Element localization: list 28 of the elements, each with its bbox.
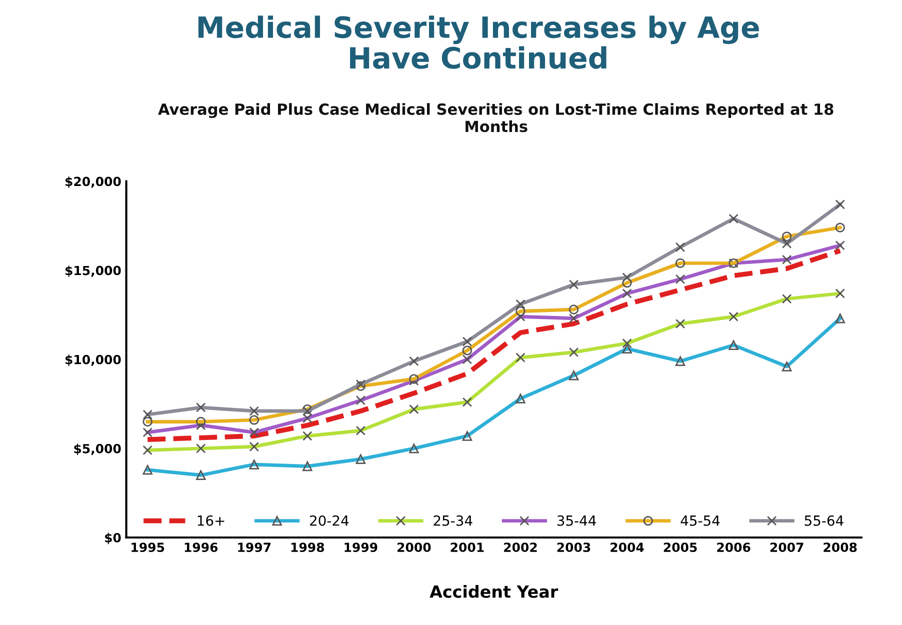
x-tick-label: 1998 <box>291 542 324 552</box>
x-axis-title: Accident Year <box>430 585 558 598</box>
legend-label: 20-24 <box>310 515 349 526</box>
x-tick-label: 2003 <box>557 542 590 552</box>
y-tick-label: $15,000 <box>65 266 121 277</box>
legend-label: 25-34 <box>434 515 472 526</box>
x-tick-label: 2005 <box>664 542 697 552</box>
y-tick-label: $0 <box>105 532 121 544</box>
x-tick-label: 1997 <box>238 542 271 552</box>
x-tick-label: 2004 <box>610 542 644 552</box>
y-tick-label: $20,000 <box>65 176 121 188</box>
x-tick-label: 2000 <box>398 542 431 552</box>
y-tick-label: $5,000 <box>74 444 121 456</box>
chart-subtitle: Average Paid Plus Case Medical Severities on Lost-Time Claims Reported at 18 Months <box>158 103 834 132</box>
x-tick-label: 2007 <box>770 542 804 552</box>
legend-label: 16+ <box>198 515 224 526</box>
x-tick-label: 2006 <box>717 542 750 552</box>
legend-label: 35-44 <box>557 515 596 526</box>
legend-label: 55-64 <box>804 515 844 526</box>
chart-title: Medical Severity Increases by Age Have Continued <box>198 16 759 69</box>
x-tick-label: 1999 <box>344 542 378 552</box>
y-tick-label: $10,000 <box>65 354 121 366</box>
x-tick-label: 2001 <box>450 542 484 552</box>
legend-label: 45-54 <box>680 516 720 526</box>
x-tick-label: 1995 <box>132 542 164 552</box>
x-tick-label: 2008 <box>824 542 857 552</box>
x-tick-label: 1996 <box>184 542 218 552</box>
x-tick-label: 2002 <box>504 542 537 552</box>
